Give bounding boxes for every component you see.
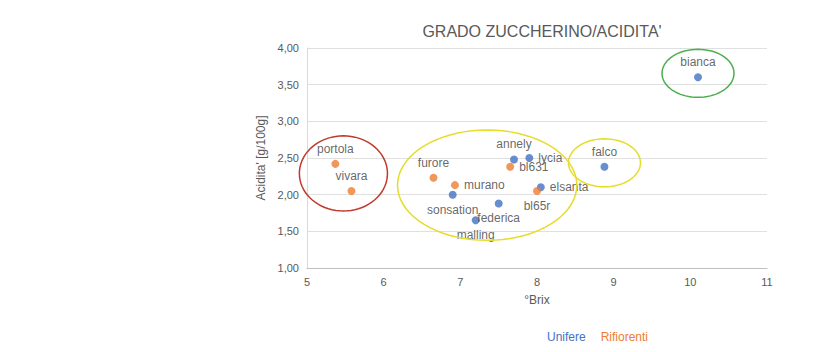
- svg-text:Unifere: Unifere: [547, 330, 586, 344]
- svg-text:elsanta: elsanta: [549, 180, 589, 195]
- svg-text:federica: federica: [477, 211, 520, 225]
- svg-text:2,00: 2,00: [278, 189, 299, 201]
- svg-text:sonsation: sonsation: [427, 203, 478, 217]
- svg-text:murano: murano: [464, 178, 505, 192]
- svg-text:vivara: vivara: [335, 169, 367, 183]
- svg-text:°Brix: °Brix: [524, 293, 549, 307]
- svg-text:2,50: 2,50: [278, 152, 299, 164]
- svg-text:portola: portola: [317, 142, 354, 156]
- svg-text:1,50: 1,50: [278, 225, 299, 237]
- svg-text:lycia: lycia: [538, 151, 563, 165]
- svg-text:annely: annely: [496, 137, 531, 151]
- svg-text:3,00: 3,00: [278, 115, 299, 127]
- svg-text:bl631: bl631: [519, 160, 549, 174]
- svg-text:1,00: 1,00: [278, 262, 299, 274]
- svg-text:7: 7: [457, 276, 463, 288]
- svg-text:bl65r: bl65r: [524, 199, 551, 213]
- svg-text:falco: falco: [592, 145, 618, 159]
- svg-text:furore: furore: [418, 156, 450, 170]
- svg-text:9: 9: [611, 276, 617, 288]
- svg-text:5: 5: [304, 276, 310, 288]
- svg-text:10: 10: [684, 276, 696, 288]
- svg-text:Acidita' [g/100g]: Acidita' [g/100g]: [254, 115, 268, 200]
- svg-text:8: 8: [534, 276, 540, 288]
- svg-text:malling: malling: [456, 228, 495, 243]
- svg-text:11: 11: [761, 276, 772, 288]
- svg-text:GRADO ZUCCHERINO/ACIDITA': GRADO ZUCCHERINO/ACIDITA': [422, 23, 661, 40]
- svg-text:bianca: bianca: [680, 55, 716, 69]
- svg-text:6: 6: [381, 276, 387, 288]
- svg-text:Rifiorenti: Rifiorenti: [601, 330, 648, 344]
- svg-text:4,00: 4,00: [278, 42, 299, 54]
- svg-text:3,50: 3,50: [278, 79, 299, 91]
